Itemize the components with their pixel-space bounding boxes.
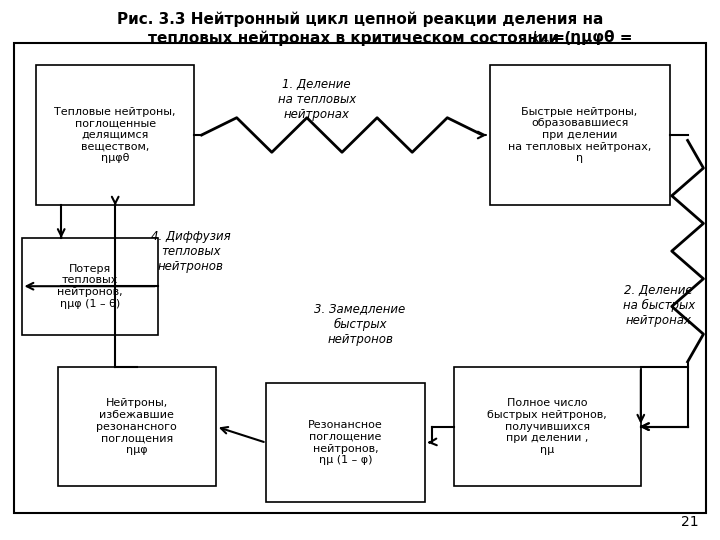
Text: Резонансное
поглощение
нейтронов,
ημ (1 – φ): Резонансное поглощение нейтронов, ημ (1 … [308,421,383,465]
Text: $\infty$: $\infty$ [541,36,551,46]
Text: Тепловые нейтроны,
поглощенные
делящимся
веществом,
ημφθ: Тепловые нейтроны, поглощенные делящимся… [55,107,176,163]
FancyBboxPatch shape [58,367,216,486]
FancyBboxPatch shape [454,367,641,486]
Text: $k$: $k$ [531,30,542,46]
Text: Нейтроны,
избежавшие
резонансного
поглощения
ημφ: Нейтроны, избежавшие резонансного поглощ… [96,399,177,455]
Text: тепловых нейтронах в критическом состоянии (: тепловых нейтронах в критическом состоян… [148,30,572,45]
Text: 3. Замедление
быстрых
нейтронов: 3. Замедление быстрых нейтронов [315,302,405,346]
Text: Рис. 3.3 Нейтронный цикл цепной реакции деления на: Рис. 3.3 Нейтронный цикл цепной реакции … [117,11,603,26]
Text: Быстрые нейтроны,
образовавшиеся
при делении
на тепловых нейтронах,
η: Быстрые нейтроны, образовавшиеся при дел… [508,107,652,163]
FancyBboxPatch shape [22,238,158,335]
FancyBboxPatch shape [266,383,425,502]
Text: 1. Деление
на тепловых
нейтронах: 1. Деление на тепловых нейтронах [278,78,356,122]
Text: 2. Деление
на быстрых
нейтронах: 2. Деление на быстрых нейтронах [623,284,695,327]
Text: Полное число
быстрых нейтронов,
получившихся
при делении ,
ημ: Полное число быстрых нейтронов, получивш… [487,399,607,455]
Text: 4. Диффузия
тепловых
нейтронов: 4. Диффузия тепловых нейтронов [151,230,230,273]
Text: 21: 21 [681,515,698,529]
FancyBboxPatch shape [36,65,194,205]
FancyBboxPatch shape [490,65,670,205]
Text: Потеря
тепловых
нейтронов,
ημφ (1 – θ): Потеря тепловых нейтронов, ημφ (1 – θ) [57,264,123,308]
Text: = ημφθ =: = ημφθ = [547,30,633,45]
